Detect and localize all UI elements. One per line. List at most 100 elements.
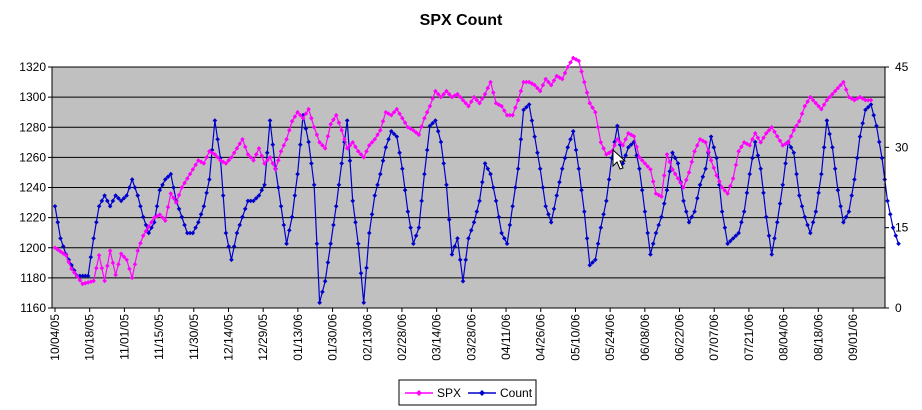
spx-point [766, 127, 772, 133]
spx-point [253, 152, 259, 157]
spx-point [375, 132, 380, 138]
count-point [231, 244, 237, 249]
count-point [502, 236, 507, 241]
count-point [808, 230, 813, 236]
count-point [361, 300, 367, 305]
spx-point [532, 82, 537, 88]
count-point [88, 254, 94, 260]
count-point [160, 182, 165, 188]
count-point [656, 222, 662, 228]
spx-point [215, 155, 220, 160]
count-point [554, 193, 560, 198]
spx-point [612, 143, 617, 148]
spx-point [667, 159, 673, 165]
spx-point [284, 137, 289, 142]
count-point [402, 187, 408, 193]
spx-point [499, 103, 504, 109]
spx-point [590, 105, 595, 110]
spx-point [264, 158, 270, 163]
spx-point [176, 192, 182, 198]
count-point [681, 198, 686, 204]
count-point [171, 185, 176, 190]
x-tick-label: 07/07/06 [707, 314, 721, 361]
count-point [226, 244, 231, 249]
count-point [783, 161, 788, 166]
count-point [543, 203, 548, 209]
spx-point [60, 251, 66, 256]
spx-point [463, 100, 469, 106]
count-point [190, 230, 196, 236]
spx-point [427, 103, 433, 109]
spx-point [245, 152, 251, 157]
spx-point [204, 155, 209, 160]
spx-point [675, 176, 681, 181]
count-point [628, 142, 634, 147]
x-tick-label: 05/24/06 [603, 314, 617, 361]
count-point [772, 236, 777, 241]
x-tick-label: 11/15/05 [152, 314, 166, 360]
y-left-tick-label: 1160 [20, 301, 46, 315]
spx-point [179, 185, 185, 190]
spx-point [292, 114, 298, 120]
count-point [581, 209, 587, 214]
spx-point [841, 79, 846, 85]
count-point [259, 187, 265, 193]
spx-point [168, 191, 174, 196]
count-point [452, 244, 458, 249]
count-point [234, 230, 240, 236]
count-point [504, 241, 510, 247]
count-point [854, 155, 860, 161]
spx-point [548, 82, 554, 88]
count-point [278, 203, 284, 209]
spx-point [71, 270, 77, 275]
spx-point [102, 278, 107, 284]
x-tick-label: 06/22/06 [673, 314, 687, 361]
y-right-tick-label: 15 [895, 221, 909, 235]
spx-point [333, 112, 339, 118]
spx-point [121, 254, 127, 260]
spx-point [361, 155, 367, 160]
x-tick-label: 02/13/06 [360, 314, 374, 361]
count-point [799, 203, 805, 209]
spx-point [540, 82, 546, 88]
count-point [339, 161, 344, 166]
count-point [411, 241, 416, 247]
y-left-tick-label: 1300 [19, 90, 46, 104]
count-point [683, 209, 689, 214]
count-point [264, 150, 270, 155]
spx-point [711, 165, 717, 171]
spx-point [457, 94, 463, 100]
x-tick-label: 11/01/05 [117, 314, 131, 360]
y-left-tick-label: 1220 [19, 211, 46, 225]
count-point [207, 177, 212, 182]
spx-point [135, 248, 140, 254]
spx-point [422, 115, 427, 121]
count-point [879, 155, 885, 161]
count-point [99, 198, 105, 204]
count-point [389, 128, 394, 134]
x-tick-label: 11/30/05 [187, 314, 201, 360]
spx-point [391, 109, 397, 115]
count-point [303, 126, 309, 131]
count-point [493, 198, 499, 204]
count-point [157, 187, 163, 193]
count-point [885, 198, 890, 204]
count-point [686, 220, 692, 225]
count-point [863, 107, 868, 113]
spx-point [559, 76, 565, 82]
spx-point [113, 272, 118, 278]
spx-point [769, 124, 775, 130]
count-point [824, 118, 830, 123]
count-point [810, 220, 816, 225]
count-point [394, 134, 400, 139]
spx-point [132, 262, 138, 267]
count-point [639, 187, 645, 193]
spx-point [303, 111, 309, 116]
spx-point [74, 274, 80, 279]
x-tick-label: 12/14/05 [221, 314, 235, 361]
count-point [874, 123, 879, 129]
count-point [168, 171, 174, 177]
count-point [333, 203, 339, 209]
count-point [515, 166, 521, 172]
spx-point [444, 88, 449, 94]
